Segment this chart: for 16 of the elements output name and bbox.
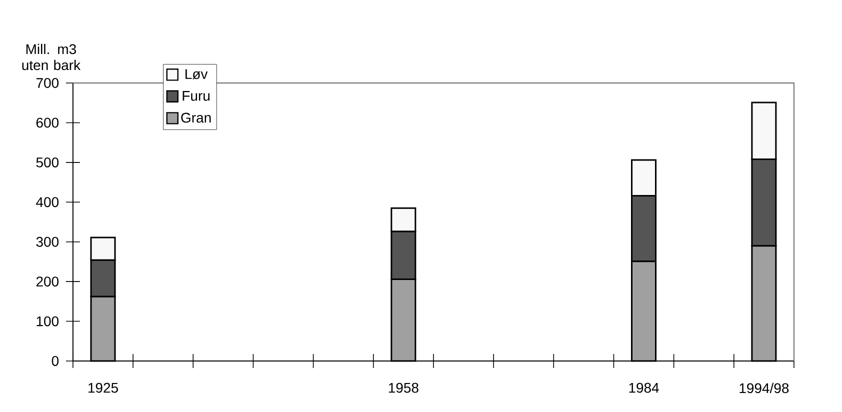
y-axis-title: Mill. m3 uten bark <box>22 44 81 70</box>
y-tick-label: 0 <box>52 356 59 366</box>
x-tick-label: 1994/98 <box>740 382 789 394</box>
x-tick-label: 1984 <box>629 382 659 393</box>
legend-label: Løv <box>186 69 208 80</box>
y-tick-label: 200 <box>36 276 59 287</box>
y-tick-label: 400 <box>36 197 59 208</box>
x-tick-label: 1925 <box>88 382 118 393</box>
y-tick-label: 300 <box>36 236 59 247</box>
y-tick-label: 500 <box>36 157 59 168</box>
x-tick-label: 1958 <box>388 382 418 393</box>
y-tick-label: 700 <box>36 78 59 88</box>
y-tick-label: 100 <box>36 316 59 326</box>
y-tick-label: 600 <box>36 118 59 128</box>
legend-label: Furu <box>182 91 210 101</box>
legend-label: Gran <box>181 112 211 123</box>
